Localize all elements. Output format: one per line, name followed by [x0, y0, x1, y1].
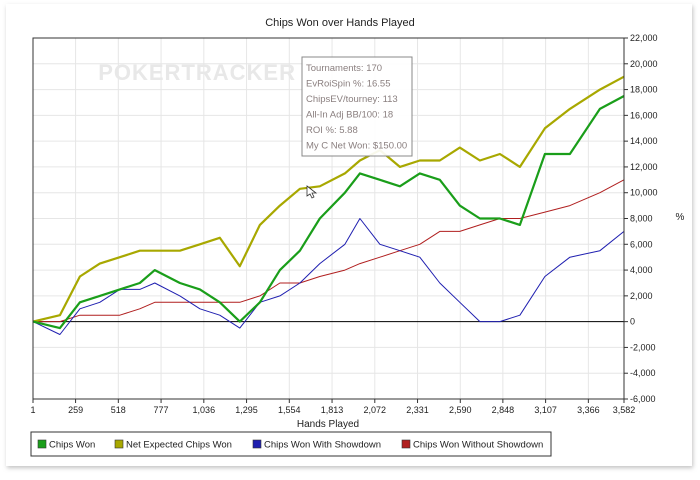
legend-label: Chips Won With Showdown [264, 440, 381, 451]
cursor-icon [306, 185, 318, 199]
y-tick-label: 18,000 [630, 85, 658, 95]
x-axis-label: Hands Played [297, 419, 359, 430]
legend-swatch [37, 439, 47, 449]
y-tick-label: -4,000 [630, 368, 656, 378]
x-tick-label: 2,590 [449, 405, 472, 415]
watermark: POKERTRACKER [98, 60, 296, 85]
tooltip-line: EvRoiSpin %: 16.55 [306, 79, 391, 90]
y-tick-label: 14,000 [630, 136, 658, 146]
x-tick-label: 1,813 [321, 405, 344, 415]
series-line-chips-won-with-showdown [32, 218, 625, 335]
y-tick-label: 16,000 [630, 110, 658, 120]
x-tick-label: 518 [111, 405, 126, 415]
x-tick-label: 3,582 [613, 405, 636, 415]
y-tick-label: 22,000 [630, 33, 658, 43]
x-tick-label: 2,848 [492, 405, 515, 415]
legend-label: Net Expected Chips Won [126, 440, 232, 451]
tooltip-line: My C Net Won: $150.00 [306, 141, 407, 152]
tooltip-line: ROI %: 5.88 [306, 125, 358, 136]
x-tick-label: 1,036 [193, 405, 216, 415]
series-line-chips-won-without-showdown [33, 179, 625, 323]
x-tick-label: 2,072 [364, 405, 387, 415]
tooltip-line: ChipsEV/tourney: 113 [306, 94, 398, 105]
y-tick-label: 2,000 [630, 291, 653, 301]
legend-label: Chips Won Without Showdown [413, 440, 543, 451]
x-tick-label: 1,554 [278, 405, 301, 415]
tooltip-line: All-In Adj BB/100: 18 [306, 110, 393, 121]
y-tick-label: 8,000 [630, 214, 653, 224]
legend-swatch [252, 439, 262, 449]
y-tick-label: -2,000 [630, 342, 656, 352]
series-line-net-expected-chips-won [32, 75, 625, 323]
x-tick-label: 2,331 [406, 405, 429, 415]
y-tick-label: 10,000 [630, 188, 658, 198]
legend-label: Chips Won [49, 440, 95, 451]
y-tick-label: 12,000 [630, 162, 658, 172]
x-tick-label: 3,366 [577, 405, 600, 415]
x-tick-label: 1,295 [235, 405, 258, 415]
y-axis-label: % [676, 212, 685, 223]
tooltip: Tournaments: 170 EvRoiSpin %: 16.55 ChipsE… [301, 56, 413, 157]
y-tick-label: -6,000 [630, 394, 656, 404]
legend-swatch [114, 439, 124, 449]
tooltip-line: Tournaments: 170 [306, 63, 382, 74]
x-tick-label: 1 [30, 405, 35, 415]
chart-title: Chips Won over Hands Played [265, 17, 415, 29]
y-tick-label: 20,000 [630, 59, 658, 69]
y-tick-label: 0 [630, 317, 635, 327]
legend-swatch [401, 439, 411, 449]
y-tick-label: 4,000 [630, 265, 653, 275]
y-tick-label: 6,000 [630, 239, 653, 249]
x-tick-label: 777 [154, 405, 169, 415]
x-tick-label: 259 [68, 405, 83, 415]
series-line-chips-won [32, 95, 625, 330]
x-tick-label: 3,107 [534, 405, 557, 415]
legend: Chips Won Net Expected Chips Won Chips Won… [30, 431, 552, 457]
